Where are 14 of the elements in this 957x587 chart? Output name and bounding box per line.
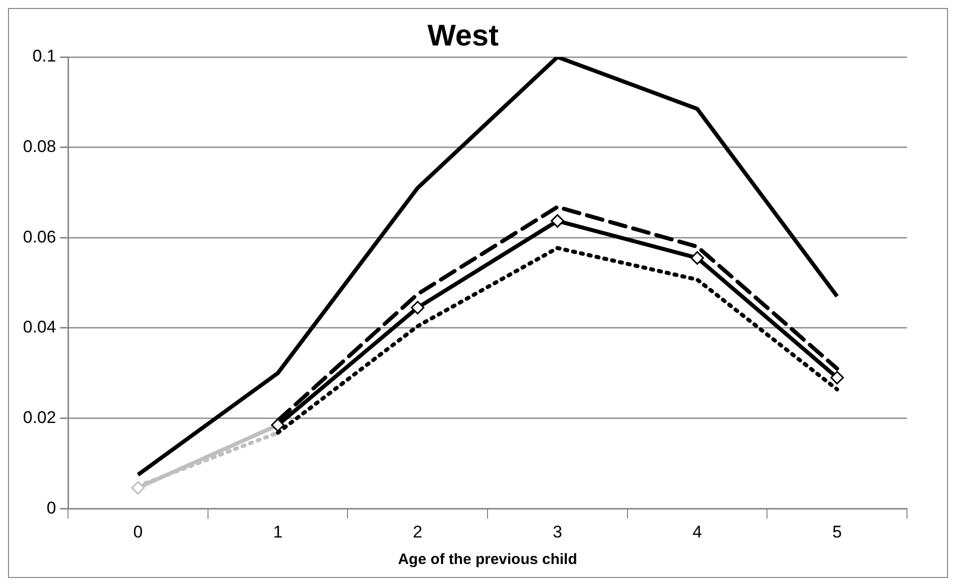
x-tick-label: 5 [832, 522, 842, 542]
x-axis-title: Age of the previous child [398, 551, 578, 568]
y-tick-label: 0.02 [22, 408, 56, 427]
x-tick-label: 4 [692, 522, 702, 542]
chart-title: West [427, 19, 499, 52]
y-tick-label: 0.08 [22, 137, 56, 156]
x-tick-label: 0 [133, 522, 143, 542]
x-tick-label: 1 [273, 522, 283, 542]
y-tick-label: 0.04 [22, 318, 56, 337]
x-tick-label: 3 [552, 522, 562, 542]
x-tick-label: 2 [412, 522, 422, 542]
y-tick-label: 0.1 [32, 46, 56, 66]
y-tick-label: 0.06 [22, 227, 56, 246]
y-tick-label: 0 [46, 498, 56, 518]
